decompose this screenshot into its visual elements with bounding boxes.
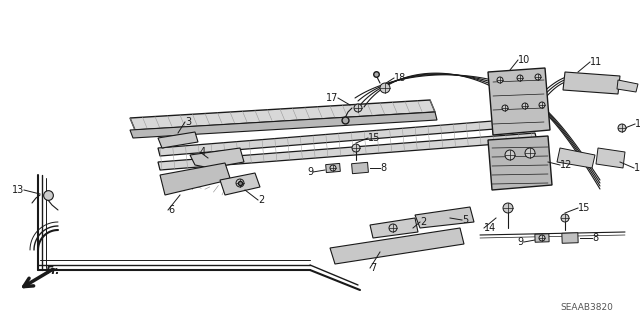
- Text: 8: 8: [380, 163, 386, 173]
- Polygon shape: [326, 163, 340, 173]
- Circle shape: [354, 104, 362, 112]
- Circle shape: [389, 224, 397, 232]
- Circle shape: [561, 214, 569, 222]
- Text: 3: 3: [185, 117, 191, 127]
- Polygon shape: [596, 148, 625, 168]
- Circle shape: [380, 83, 390, 93]
- Text: 18: 18: [394, 73, 406, 83]
- Circle shape: [236, 179, 244, 187]
- Polygon shape: [130, 112, 437, 138]
- Circle shape: [503, 203, 513, 213]
- Text: 9: 9: [307, 167, 313, 177]
- Text: 6: 6: [168, 205, 174, 215]
- Text: 12: 12: [560, 160, 572, 170]
- Polygon shape: [158, 118, 532, 156]
- Circle shape: [535, 74, 541, 80]
- Polygon shape: [415, 207, 474, 228]
- Polygon shape: [160, 163, 230, 195]
- Circle shape: [352, 144, 360, 152]
- Text: SEAAB3820: SEAAB3820: [560, 303, 613, 313]
- Text: 7: 7: [370, 263, 376, 273]
- Polygon shape: [562, 233, 578, 243]
- Polygon shape: [488, 68, 550, 135]
- Polygon shape: [330, 228, 464, 264]
- Text: 15: 15: [578, 203, 590, 213]
- Text: 4: 4: [200, 147, 206, 157]
- Text: 17: 17: [326, 93, 338, 103]
- Polygon shape: [130, 100, 435, 130]
- Text: 8: 8: [592, 233, 598, 243]
- Text: 15: 15: [368, 133, 380, 143]
- Text: 5: 5: [462, 215, 468, 225]
- Text: 2: 2: [258, 195, 264, 205]
- Text: 2: 2: [420, 217, 426, 227]
- Circle shape: [525, 148, 535, 158]
- Circle shape: [497, 77, 503, 83]
- Text: 1: 1: [634, 163, 640, 173]
- Circle shape: [330, 165, 336, 171]
- Polygon shape: [351, 162, 369, 174]
- Circle shape: [539, 102, 545, 108]
- Text: Fr.: Fr.: [46, 266, 61, 276]
- Polygon shape: [190, 148, 244, 168]
- Polygon shape: [158, 133, 537, 170]
- Text: 11: 11: [590, 57, 602, 67]
- Polygon shape: [370, 218, 418, 238]
- Circle shape: [618, 124, 626, 132]
- Circle shape: [502, 105, 508, 111]
- Polygon shape: [158, 132, 198, 148]
- Text: 16: 16: [635, 119, 640, 129]
- Text: 10: 10: [518, 55, 531, 65]
- Text: 14: 14: [484, 223, 496, 233]
- Polygon shape: [617, 80, 638, 92]
- Circle shape: [522, 103, 528, 109]
- Polygon shape: [488, 136, 552, 190]
- Polygon shape: [563, 72, 620, 94]
- Polygon shape: [535, 234, 549, 242]
- Polygon shape: [220, 173, 260, 195]
- Circle shape: [539, 235, 545, 241]
- Polygon shape: [557, 148, 595, 168]
- Circle shape: [505, 150, 515, 160]
- Text: 9: 9: [518, 237, 524, 247]
- Circle shape: [517, 75, 523, 81]
- Text: 13: 13: [12, 185, 24, 195]
